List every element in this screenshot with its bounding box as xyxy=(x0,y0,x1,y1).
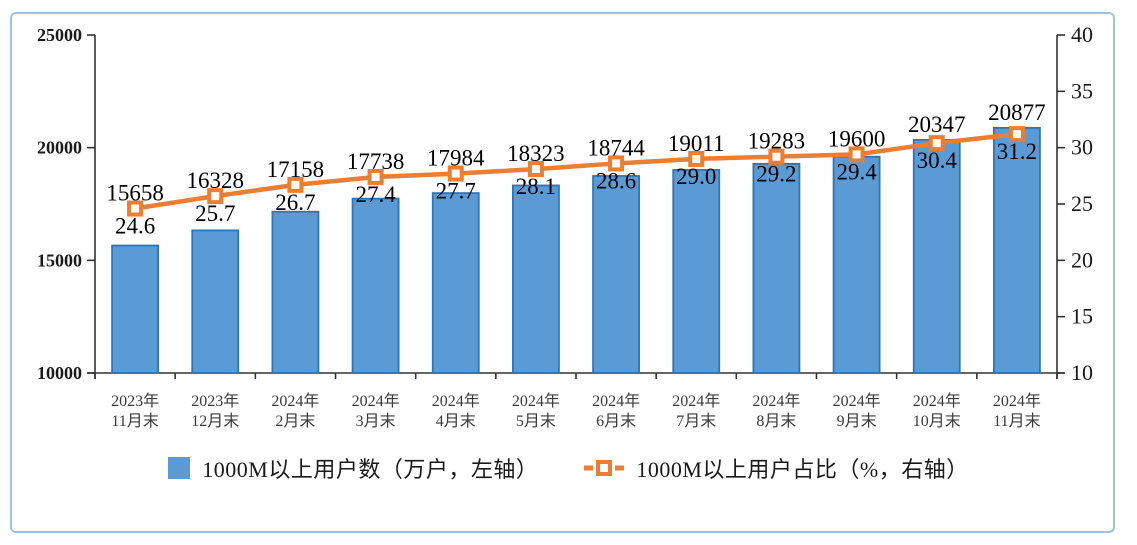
category-label: 2024年 5月末 xyxy=(512,392,560,430)
line-value-label: 29.0 xyxy=(676,164,716,189)
bar xyxy=(271,210,320,374)
bar xyxy=(111,244,159,374)
line-value-label: 24.6 xyxy=(115,214,155,239)
category-label: 2024年 6月末 xyxy=(592,392,640,430)
bar-value-label: 19600 xyxy=(828,126,886,151)
category-label: 2023年 11月末 xyxy=(111,392,159,430)
line-value-label: 29.4 xyxy=(836,159,877,184)
category-label: 2024年 11月末 xyxy=(993,392,1041,430)
category-label: 2024年 9月末 xyxy=(833,392,881,430)
bar-value-label: 15658 xyxy=(106,181,164,206)
right-axis-tick-label: 25 xyxy=(1071,191,1093,216)
right-axis-tick-label: 35 xyxy=(1071,78,1093,103)
bar-value-label: 17738 xyxy=(347,149,405,174)
line-markers-group xyxy=(127,126,1025,217)
right-axis-tick-label: 15 xyxy=(1071,304,1093,329)
bar xyxy=(592,175,640,374)
left-axis-tick-label: 20000 xyxy=(37,138,82,158)
bar-value-label: 19283 xyxy=(748,129,806,154)
line-value-label: 30.4 xyxy=(917,148,958,173)
line-marker xyxy=(768,148,785,165)
line-value-label: 27.4 xyxy=(355,182,396,207)
right-axis-tick-label: 10 xyxy=(1071,360,1093,385)
line-marker xyxy=(287,176,304,193)
bar-value-label: 17984 xyxy=(427,146,485,171)
line-marker xyxy=(527,161,544,178)
line-series-marker-icon xyxy=(584,460,625,476)
line-value-label: 31.2 xyxy=(997,139,1037,164)
category-label: 2024年 4月末 xyxy=(432,392,480,430)
bar-value-label: 19011 xyxy=(668,131,725,156)
line-series xyxy=(134,131,1018,211)
left-axis-tick-label: 15000 xyxy=(37,250,82,270)
category-label: 2024年 2月末 xyxy=(271,392,319,430)
bar-value-label: 17158 xyxy=(267,157,325,182)
bar xyxy=(351,197,400,374)
bar-value-label: 20877 xyxy=(988,100,1046,125)
x-axis-category-labels: 2023年 11月末 2023年 12月末 2024年 2月末 2024年 3月末 2024年 4… xyxy=(111,392,1041,430)
legend-item-bar-series: 1000M以上用户数（万户，左轴） xyxy=(168,452,538,484)
line-value-label: 26.7 xyxy=(275,190,315,215)
category-label: 2024年 3月末 xyxy=(352,392,400,430)
line-value-label: 28.1 xyxy=(516,174,556,199)
line-marker xyxy=(608,155,625,172)
category-label: 2024年 7月末 xyxy=(672,392,720,430)
bar-value-label: 18744 xyxy=(587,135,645,160)
bar xyxy=(912,138,961,374)
legend-item-line-series: 1000M以上用户占比（%，右轴） xyxy=(584,452,968,484)
bar xyxy=(993,127,1041,374)
left-axis-tick-label: 25000 xyxy=(37,25,82,45)
category-label: 2023年 12月末 xyxy=(191,392,239,430)
bar-value-label: 18323 xyxy=(507,141,565,166)
bar xyxy=(752,162,801,374)
line-value-label: 28.6 xyxy=(596,168,636,193)
right-axis-tick-label: 30 xyxy=(1071,135,1093,160)
line-marker xyxy=(127,200,144,217)
left-axis-tick-label: 10000 xyxy=(37,363,82,383)
bar xyxy=(191,229,240,374)
bar xyxy=(512,184,560,374)
chart-legend: 1000M以上用户数（万户，左轴） 1000M以上用户占比（%，右轴） xyxy=(0,452,1137,484)
line-marker xyxy=(928,135,945,152)
line-value-label: 25.7 xyxy=(195,201,235,226)
line-value-label: 27.7 xyxy=(436,179,476,204)
bar xyxy=(672,169,721,374)
right-axis-tick-label: 20 xyxy=(1071,247,1093,272)
right-axis-tick-label: 40 xyxy=(1071,22,1093,47)
category-label: 2024年 8月末 xyxy=(752,392,800,430)
bar xyxy=(431,192,480,374)
line-marker xyxy=(688,150,705,167)
line-marker xyxy=(367,168,384,185)
line-marker xyxy=(207,188,224,205)
category-label: 2024年 10月末 xyxy=(913,392,961,430)
line-marker xyxy=(447,165,464,182)
bar xyxy=(832,155,881,374)
bar-series-legend-label: 1000M以上用户数（万户，左轴） xyxy=(202,457,539,482)
bar-value-label: 16328 xyxy=(187,168,245,193)
bar-value-label: 20347 xyxy=(908,112,966,137)
axes xyxy=(87,34,1065,379)
line-marker xyxy=(1008,126,1025,143)
axis-tick-labels: 10000 15000 20000 25000 10 15 20 25 30 35 40 xyxy=(37,22,1093,385)
line-series-legend-label: 1000M以上用户占比（%，右轴） xyxy=(636,457,969,482)
line-value-label: 29.2 xyxy=(756,162,796,187)
data-labels: 15658 16328 17158 17738 17984 18323 18744 19011… xyxy=(106,100,1045,239)
bar-series-swatch-icon xyxy=(168,457,191,479)
line-marker xyxy=(848,146,865,163)
bars-group xyxy=(111,127,1041,374)
